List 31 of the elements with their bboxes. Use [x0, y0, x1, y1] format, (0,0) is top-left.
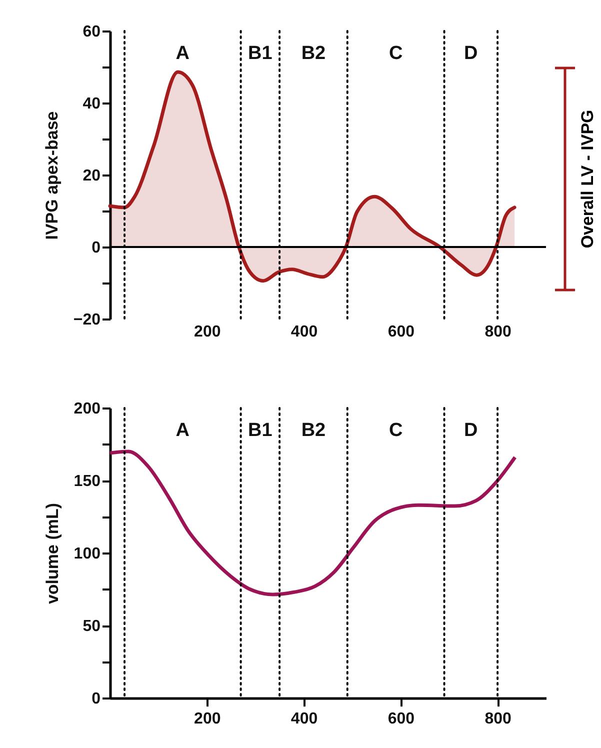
x-tick-label: 600 — [388, 324, 415, 340]
y-tick-label: 200 — [74, 400, 101, 418]
annotation: D — [464, 420, 478, 441]
x-tick-label: 800 — [484, 324, 512, 340]
annotation: B2 — [301, 420, 326, 441]
x-tick-label: 800 — [484, 710, 512, 728]
x-tick-label: 200 — [194, 324, 221, 340]
annotation: D — [464, 43, 478, 64]
y-tick-label: 0 — [92, 690, 101, 708]
annotation: B1 — [248, 420, 273, 441]
y-axis-title: IVPG apex-base — [42, 111, 62, 240]
y-tick-label: −20 — [73, 312, 101, 328]
y-tick-label: 50 — [82, 618, 101, 635]
y-axis-title: volume (mL) — [42, 502, 62, 604]
text: Overall LV - IVPG — [578, 110, 598, 248]
x-tick-label: 400 — [290, 710, 318, 728]
annotation: B1 — [248, 43, 273, 64]
y-tick-label: 60 — [82, 24, 101, 40]
x-tick-label: 200 — [194, 710, 221, 728]
annotation: B2 — [301, 43, 326, 64]
y-tick-label: 20 — [82, 168, 101, 184]
x-tick-label: 600 — [388, 710, 415, 728]
x-tick-label: 400 — [290, 324, 318, 340]
y-tick-label: 0 — [92, 240, 101, 256]
y-tick-label: 100 — [74, 546, 101, 562]
annotation: A — [176, 43, 190, 64]
annotation: A — [176, 420, 190, 441]
annotation: C — [388, 420, 403, 441]
annotation: C — [388, 43, 403, 64]
y-tick-label: 150 — [74, 473, 101, 490]
y-tick-label: 40 — [82, 96, 101, 112]
